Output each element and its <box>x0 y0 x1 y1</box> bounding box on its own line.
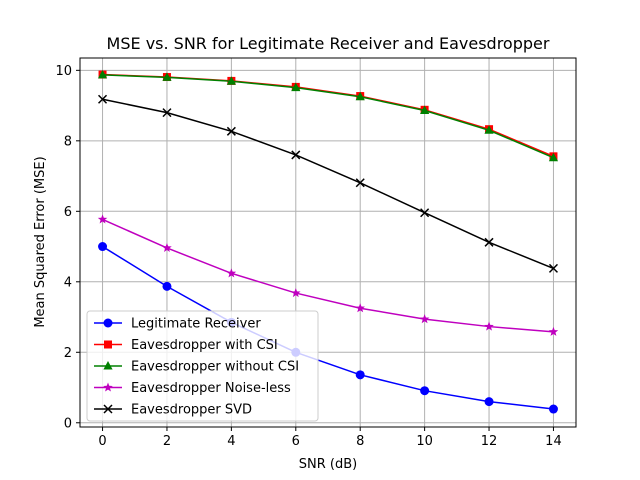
legend-label: Eavesdropper with CSI <box>131 338 278 353</box>
data-point <box>97 69 108 79</box>
legend-item: Eavesdropper with CSI <box>94 338 278 353</box>
data-point <box>226 126 236 136</box>
legend-label: Eavesdropper SVD <box>131 403 252 418</box>
data-point <box>291 82 301 92</box>
legend-marker <box>103 404 113 414</box>
plot-frame <box>79 57 577 428</box>
legend-marker <box>103 361 113 370</box>
legend-item: Eavesdropper Noise-less <box>94 381 291 396</box>
legend-marker <box>104 340 112 349</box>
series-0 <box>98 242 558 414</box>
data-point <box>162 281 172 291</box>
legend-item: Legitimate Receiver <box>94 317 261 332</box>
y-tick-label: 8 <box>64 134 72 149</box>
data-point <box>420 208 430 218</box>
series-line <box>102 74 554 159</box>
data-point <box>484 237 494 247</box>
x-tick-label: 4 <box>227 434 235 449</box>
data-point <box>420 386 430 396</box>
data-point <box>355 303 365 313</box>
legend-label: Eavesdropper Noise-less <box>131 381 291 396</box>
legend-label: Legitimate Receiver <box>131 317 261 332</box>
data-point <box>548 326 559 336</box>
y-axis-label: Mean Squared Error (MSE) <box>33 156 48 327</box>
series-line <box>102 245 554 410</box>
data-point <box>484 125 494 134</box>
data-point <box>355 178 365 188</box>
x-tick-label: 12 <box>481 434 498 449</box>
data-point <box>97 214 108 224</box>
data-point <box>355 370 365 380</box>
data-point <box>98 94 108 104</box>
series-4 <box>98 94 558 273</box>
legend-item: Eavesdropper without CSI <box>94 360 299 375</box>
x-axis-label: SNR (dB) <box>299 457 357 472</box>
x-tick-label: 14 <box>545 434 562 449</box>
data-point <box>419 314 430 324</box>
chart-title: MSE vs. SNR for Legitimate Receiver and … <box>107 34 550 53</box>
y-tick-label: 2 <box>64 346 72 361</box>
series-3 <box>97 214 559 336</box>
y-tick-label: 0 <box>64 416 72 431</box>
legend-label: Eavesdropper without CSI <box>131 360 299 375</box>
legend-marker <box>103 318 113 328</box>
data-point <box>484 397 494 407</box>
data-point <box>420 105 430 115</box>
data-point <box>98 242 108 252</box>
x-tick-label: 0 <box>98 434 106 449</box>
data-point <box>226 268 237 278</box>
data-point <box>548 152 559 162</box>
data-point <box>226 76 236 85</box>
y-tick-label: 4 <box>64 275 72 290</box>
x-tick-label: 2 <box>163 434 171 449</box>
legend: Legitimate Receiver Eavesdropper with CSI… <box>86 310 319 422</box>
data-point <box>548 404 558 414</box>
legend-box <box>86 310 319 422</box>
series-line <box>102 218 554 333</box>
legend-item: Eavesdropper SVD <box>94 403 252 418</box>
series-line <box>102 98 554 270</box>
ticks: 0 2 4 6 8 10 12 14 0 2 4 6 8 10 <box>55 64 561 449</box>
legend-marker <box>103 382 113 392</box>
data-point <box>162 242 172 253</box>
x-tick-label: 6 <box>292 434 300 449</box>
y-tick-label: 6 <box>64 205 72 220</box>
data-point <box>162 108 172 118</box>
data-point <box>484 321 494 331</box>
data-point <box>162 72 172 81</box>
y-tick-label: 10 <box>55 64 72 79</box>
x-tick-label: 8 <box>356 434 364 449</box>
x-tick-label: 10 <box>416 434 433 449</box>
data-point <box>291 150 301 160</box>
series-layer <box>97 69 559 414</box>
data-point <box>548 263 558 273</box>
data-point <box>291 288 301 298</box>
data-point <box>355 91 365 101</box>
grid <box>80 58 576 427</box>
series-2 <box>97 69 559 162</box>
